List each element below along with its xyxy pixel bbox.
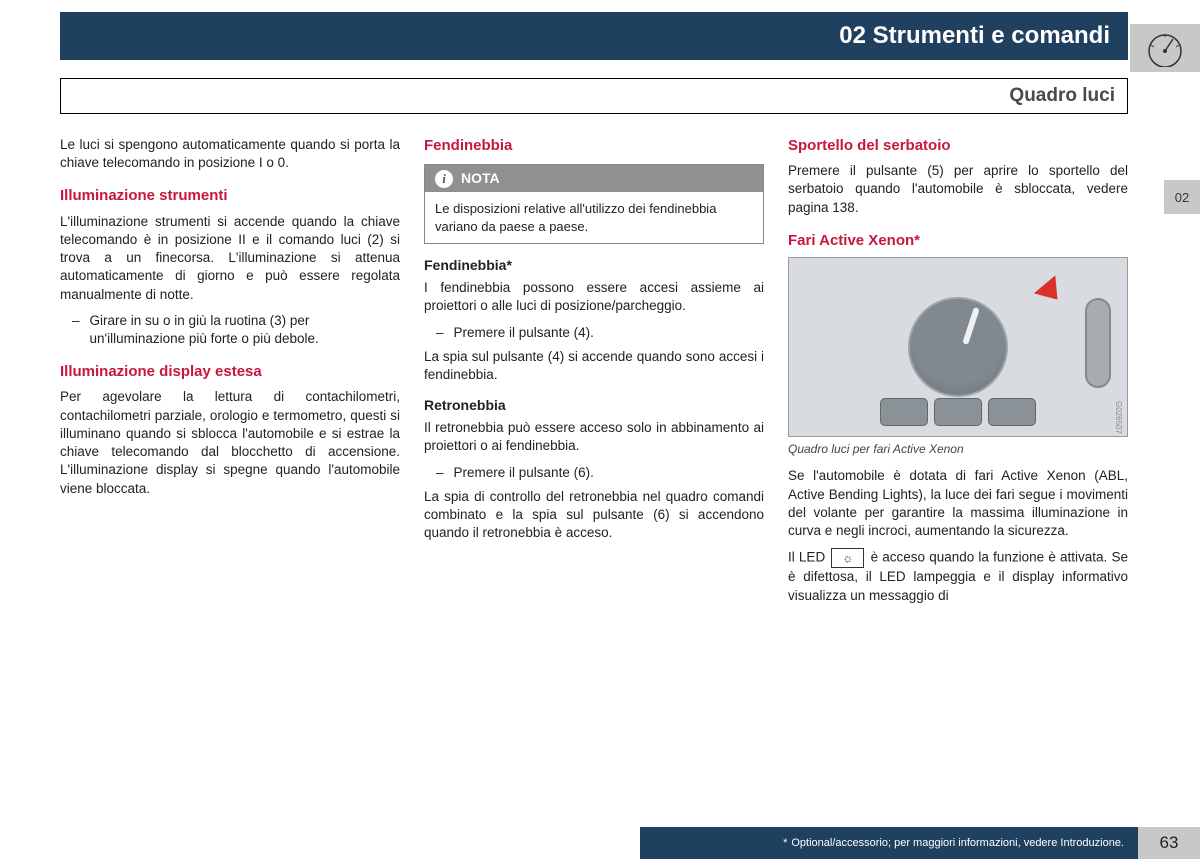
dimmer-slider-icon (1085, 298, 1111, 388)
column-1: Le luci si spengono automaticamente quan… (60, 136, 400, 613)
asterisk-icon: * (783, 837, 787, 849)
body-text: Il LED ☼ è acceso quando la funzione è a… (788, 548, 1128, 605)
chapter-header: 02 Strumenti e comandi (60, 12, 1128, 60)
subheading-retronebbia: Retronebbia (424, 396, 764, 415)
heading-active-xenon: Fari Active Xenon* (788, 231, 1128, 251)
note-label: NOTA (461, 169, 500, 188)
red-arrow-icon (1034, 275, 1068, 308)
fog-front-button-icon (880, 398, 928, 426)
bullet-text: Premere il pulsante (6). (454, 464, 594, 482)
page-number: 63 (1138, 827, 1200, 859)
column-3: Sportello del serbatoio Premere il pulsa… (788, 136, 1128, 613)
body-text: I fendinebbia possono essere accesi assi… (424, 279, 764, 315)
image-code: G026507 (1112, 401, 1123, 434)
subheading-fendinebbia-star: Fendinebbia* (424, 256, 764, 275)
side-tab: 02 (1164, 180, 1200, 214)
body-text: Premere il pulsante (5) per aprire lo sp… (788, 162, 1128, 217)
bullet-item: – Girare in su o in giù la ruotina (3) p… (72, 312, 400, 348)
gauge-icon (1130, 24, 1200, 72)
heading-display-estesa: Illuminazione display estesa (60, 362, 400, 382)
section-title: Quadro luci (1009, 85, 1115, 106)
text-fragment: Il LED (788, 550, 829, 565)
heading-sportello: Sportello del serbatoio (788, 136, 1128, 156)
body-text: L'illuminazione strumenti si accende qua… (60, 213, 400, 304)
footer: * Optional/accessorio; per maggiori info… (0, 827, 1200, 859)
note-box: i NOTA Le disposizioni relative all'util… (424, 164, 764, 244)
rotary-dial-icon (908, 297, 1008, 397)
body-text: Per agevolare la lettura di contachilome… (60, 388, 400, 497)
body-text: La spia di controllo del retronebbia nel… (424, 488, 764, 543)
section-bar: Quadro luci (60, 78, 1128, 114)
abl-led-icon: ☼ (831, 548, 864, 568)
dash-icon: – (72, 312, 80, 348)
heading-fendinebbia: Fendinebbia (424, 136, 764, 156)
note-header: i NOTA (425, 165, 763, 192)
body-text: Il retronebbia può essere acceso solo in… (424, 419, 764, 455)
bullet-item: – Premere il pulsante (4). (436, 324, 764, 342)
body-text: La spia sul pulsante (4) si accende quan… (424, 348, 764, 384)
chapter-title: 02 Strumenti e comandi (839, 22, 1110, 50)
info-icon: i (435, 170, 453, 188)
bullet-text: Girare in su o in giù la ruotina (3) per… (90, 312, 400, 348)
intro-text: Le luci si spengono automaticamente quan… (60, 136, 400, 172)
body-text: Se l'automobile è dotata di fari Active … (788, 467, 1128, 540)
fog-rear-button-icon (988, 398, 1036, 426)
figure-caption: Quadro luci per fari Active Xenon (788, 441, 1128, 457)
content-columns: Le luci si spengono automaticamente quan… (60, 136, 1128, 613)
dash-icon: – (436, 464, 444, 482)
bullet-item: – Premere il pulsante (6). (436, 464, 764, 482)
heading-illuminazione-strumenti: Illuminazione strumenti (60, 186, 400, 206)
dash-icon: – (436, 324, 444, 342)
fuel-door-button-icon (934, 398, 982, 426)
footer-text: Optional/accessorio; per maggiori inform… (791, 837, 1124, 849)
button-row (880, 398, 1036, 426)
light-panel-illustration: G026507 (788, 257, 1128, 437)
column-2: Fendinebbia i NOTA Le disposizioni relat… (424, 136, 764, 613)
footer-note: * Optional/accessorio; per maggiori info… (640, 827, 1138, 859)
bullet-text: Premere il pulsante (4). (454, 324, 594, 342)
note-body: Le disposizioni relative all'utilizzo de… (425, 192, 763, 243)
